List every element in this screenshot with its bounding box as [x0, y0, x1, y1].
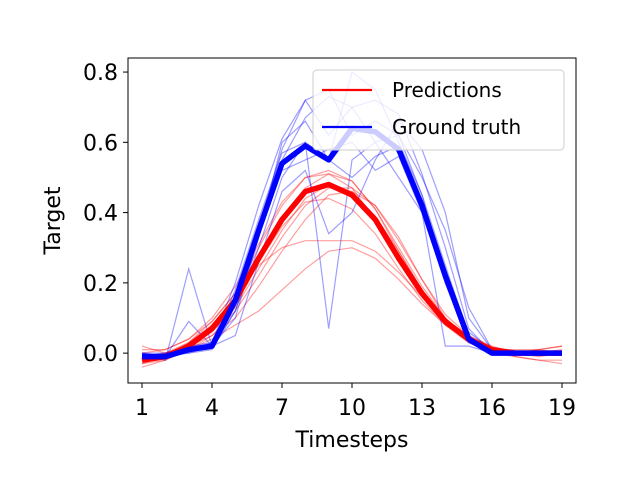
legend-label-ground-truth: Ground truth	[392, 115, 521, 139]
sample-line-1	[141, 190, 563, 354]
y-tick-label-0: 0.0	[83, 342, 118, 367]
y-axis-title: Target	[41, 186, 66, 255]
x-tick-label-10: 10	[338, 396, 366, 421]
y-tick-label-3: 0.6	[83, 131, 118, 156]
x-tick-label-4: 4	[205, 396, 219, 421]
x-tick-label-7: 7	[275, 396, 289, 421]
x-axis: 1 4 7 10 13 16 19	[135, 383, 576, 421]
x-axis-title: Timesteps	[295, 428, 409, 453]
x-tick-label-16: 16	[478, 396, 506, 421]
x-tick-label-1: 1	[135, 396, 149, 421]
y-tick-label-4: 0.8	[83, 61, 118, 86]
x-tick-label-19: 19	[548, 396, 576, 421]
legend: Predictions Ground truth	[312, 69, 565, 151]
sample-line-3	[141, 240, 562, 354]
mean-line-predictions	[141, 181, 562, 363]
y-tick-label-1: 0.2	[83, 272, 118, 297]
x-tick-label-13: 13	[408, 396, 436, 421]
legend-label-predictions: Predictions	[392, 78, 502, 102]
legend-box	[312, 69, 565, 151]
y-tick-label-2: 0.4	[83, 202, 118, 227]
y-axis: 0.0 0.2 0.4 0.6 0.8	[83, 61, 128, 367]
